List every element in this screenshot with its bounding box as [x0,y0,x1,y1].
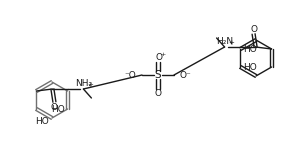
Text: O: O [250,24,257,34]
Text: O: O [156,52,163,62]
Text: +: + [88,82,93,88]
Text: H₂N: H₂N [216,37,233,46]
Text: +: + [229,40,234,46]
Text: O: O [154,90,161,98]
Text: +: + [161,52,166,56]
Text: HO: HO [35,117,49,125]
Text: HO: HO [244,45,257,53]
Text: NH₂: NH₂ [75,79,92,88]
Text: O: O [51,103,58,111]
Text: O⁻: O⁻ [180,70,192,80]
Text: S: S [155,70,161,80]
Text: HO: HO [244,62,257,72]
Text: ⁻O: ⁻O [124,70,136,80]
Text: HO: HO [51,104,64,114]
